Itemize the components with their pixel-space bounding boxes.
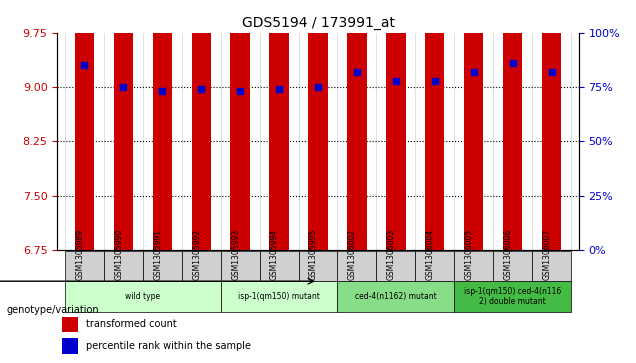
Text: GSM1306004: GSM1306004 (425, 228, 435, 280)
Point (157, 89, 167, 94)
Bar (347, 0, 366, 250)
FancyBboxPatch shape (454, 281, 571, 312)
Text: ced-4(n1162) mutant: ced-4(n1162) mutant (355, 292, 437, 301)
FancyBboxPatch shape (415, 251, 454, 281)
Bar (153, 0, 172, 250)
Text: GSM1306006: GSM1306006 (504, 228, 513, 280)
Bar (114, 0, 133, 250)
FancyBboxPatch shape (182, 251, 221, 281)
FancyBboxPatch shape (65, 251, 104, 281)
Point (546, 69, 556, 75)
Text: GSM1305991: GSM1305991 (153, 228, 162, 280)
Text: transformed count: transformed count (86, 319, 177, 330)
Title: GDS5194 / 173991_at: GDS5194 / 173991_at (242, 16, 394, 30)
Bar (62, 338, 78, 354)
Point (118, 84, 128, 90)
Text: wild type: wild type (125, 292, 160, 301)
FancyBboxPatch shape (221, 251, 259, 281)
Text: GSM1305990: GSM1305990 (114, 228, 123, 280)
FancyBboxPatch shape (143, 251, 182, 281)
FancyBboxPatch shape (532, 251, 571, 281)
Bar (308, 0, 328, 250)
Bar (542, 0, 561, 250)
FancyBboxPatch shape (338, 251, 377, 281)
Point (430, 78, 440, 83)
Text: GSM1305989: GSM1305989 (76, 228, 85, 280)
Bar (62, 317, 78, 332)
Text: GSM1305995: GSM1305995 (309, 228, 318, 280)
Point (235, 89, 245, 94)
Text: isp-1(qm150) ced-4(n116
2) double mutant: isp-1(qm150) ced-4(n116 2) double mutant (464, 287, 561, 306)
Bar (230, 0, 250, 250)
Point (274, 86, 284, 92)
Bar (270, 0, 289, 250)
Text: GSM1305992: GSM1305992 (192, 228, 201, 280)
FancyBboxPatch shape (377, 251, 415, 281)
Text: GSM1306003: GSM1306003 (387, 228, 396, 280)
Point (508, 60, 518, 66)
Text: genotype/variation: genotype/variation (6, 305, 99, 315)
Point (313, 84, 323, 90)
FancyBboxPatch shape (493, 251, 532, 281)
Text: isp-1(qm150) mutant: isp-1(qm150) mutant (238, 292, 320, 301)
Text: GSM1306007: GSM1306007 (543, 228, 551, 280)
Bar (75, 0, 94, 250)
Text: GSM1306005: GSM1306005 (465, 228, 474, 280)
Bar (503, 0, 522, 250)
Bar (386, 0, 406, 250)
FancyBboxPatch shape (221, 281, 338, 312)
Text: percentile rank within the sample: percentile rank within the sample (86, 341, 251, 351)
Bar (425, 0, 445, 250)
Text: GSM1305993: GSM1305993 (231, 228, 240, 280)
Text: GSM1306002: GSM1306002 (348, 228, 357, 280)
FancyBboxPatch shape (104, 251, 143, 281)
FancyBboxPatch shape (65, 281, 221, 312)
FancyBboxPatch shape (259, 251, 298, 281)
Text: GSM1305994: GSM1305994 (270, 228, 279, 280)
FancyBboxPatch shape (338, 281, 454, 312)
Bar (191, 0, 211, 250)
Point (469, 69, 479, 75)
FancyBboxPatch shape (454, 251, 493, 281)
Bar (464, 0, 483, 250)
Point (352, 69, 362, 75)
Point (391, 78, 401, 83)
Point (80, 62, 90, 68)
Point (196, 86, 206, 92)
FancyBboxPatch shape (298, 251, 338, 281)
